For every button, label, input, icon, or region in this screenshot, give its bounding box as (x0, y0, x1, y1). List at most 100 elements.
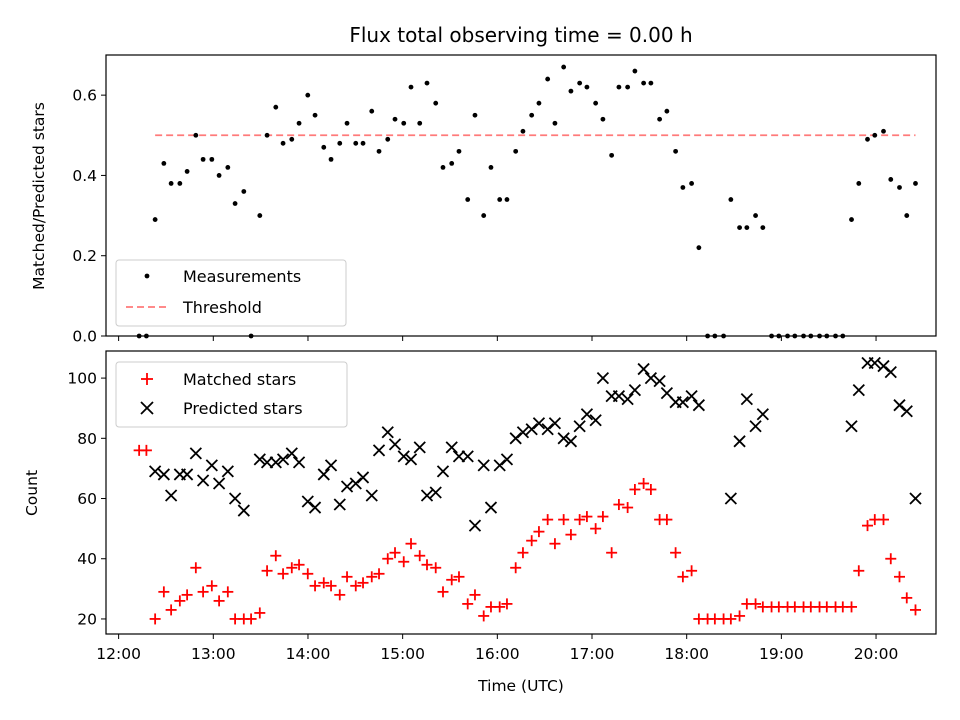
measurement-point-2 (152, 217, 158, 222)
predicted-point-32 (413, 441, 426, 454)
measurement-point-30 (376, 148, 382, 154)
top-y-axis-label: Matched/Predicted stars (30, 102, 48, 290)
measurement-point-54 (568, 88, 574, 94)
matched-point-51 (542, 514, 554, 526)
matched-point-18 (277, 568, 289, 580)
measurement-point-82 (792, 333, 798, 339)
predicted-point-8 (212, 477, 226, 490)
matched-point-97 (909, 604, 921, 616)
measurement-point-81 (785, 333, 790, 339)
top-y-tick-label-1: 0.2 (72, 247, 97, 265)
predicted-point-5 (189, 447, 202, 460)
measurement-point-6 (184, 169, 190, 174)
top-panel: Matched/Predicted stars 0.0 0.2 0.4 0.6 Mea… (30, 54, 937, 346)
bottom-y-tick-label-2: 60 (77, 490, 97, 508)
predicted-point-38 (461, 450, 474, 463)
matched-point-11 (222, 586, 234, 598)
measurement-point-66 (664, 108, 670, 114)
measurement-point-65 (657, 116, 663, 122)
measurement-point-92 (872, 132, 878, 138)
matched-point-35 (414, 550, 426, 562)
matched-point-7 (190, 562, 202, 574)
measurement-point-89 (849, 217, 854, 222)
matched-point-6 (181, 589, 193, 601)
predicted-point-72 (756, 408, 769, 421)
measurement-point-94 (888, 177, 894, 182)
measurement-point-80 (776, 333, 782, 339)
predicted-point-70 (740, 393, 753, 406)
measurement-point-97 (913, 181, 918, 186)
matched-point-89 (846, 601, 858, 613)
matched-point-42 (469, 589, 481, 601)
matched-point-66 (661, 514, 673, 526)
matched-point-67 (670, 547, 682, 559)
predicted-point-29 (388, 438, 402, 451)
bottom-x-ticks: 12:00 13:00 14:00 15:00 16:00 17:00 18:00 19:00… (96, 634, 898, 663)
measurement-point-28 (360, 140, 366, 146)
matched-point-8 (197, 586, 209, 598)
measurement-point-51 (545, 76, 551, 82)
measurement-point-53 (561, 64, 567, 70)
measurement-point-46 (504, 197, 510, 202)
measurement-point-25 (337, 140, 343, 146)
top-legend: Measurements Threshold (115, 259, 347, 327)
measurement-point-21 (305, 92, 311, 98)
measurement-points (136, 64, 918, 339)
predicted-point-66 (685, 390, 698, 403)
measurement-point-19 (289, 136, 295, 142)
bottom-y-tick-label-4: 100 (67, 370, 97, 388)
measurement-point-55 (577, 80, 583, 86)
predicted-point-22 (333, 498, 346, 511)
matched-point-38 (437, 586, 449, 598)
measurement-point-83 (801, 333, 806, 339)
matched-point-25 (334, 589, 346, 601)
measurement-point-76 (744, 225, 750, 231)
measurement-point-13 (241, 189, 247, 194)
predicted-point-43 (500, 453, 514, 466)
matched-point-3 (158, 586, 170, 598)
measurement-point-70 (696, 245, 702, 251)
measurement-point-47 (513, 148, 519, 154)
predicted-point-59 (628, 384, 642, 397)
matched-point-23 (318, 577, 330, 589)
measurement-point-39 (449, 160, 455, 166)
predicted-point-25 (356, 471, 370, 484)
bottom-x-tick-label-3: 15:00 (380, 645, 425, 663)
predicted-point-62 (653, 374, 666, 388)
bottom-y-tick-label-1: 40 (77, 550, 97, 568)
matched-point-55 (574, 514, 586, 526)
predicted-point-54 (589, 414, 602, 427)
matched-point-19 (286, 562, 298, 574)
matched-point-90 (853, 565, 865, 577)
bottom-plot-frame (105, 350, 937, 635)
measurement-point-49 (529, 112, 535, 118)
predicted-point-16 (285, 447, 298, 460)
matched-point-96 (901, 592, 913, 604)
legend-measurements-label: Measurements (183, 267, 301, 286)
predicted-point-6 (196, 474, 210, 487)
legend-matched-label: Matched stars (183, 370, 296, 389)
matched-point-31 (382, 553, 394, 565)
measurement-point-61 (625, 84, 631, 90)
predicted-point-27 (372, 444, 386, 457)
measurement-point-22 (312, 112, 318, 118)
matched-point-30 (373, 568, 385, 580)
matched-point-21 (302, 568, 314, 580)
matched-point-2 (149, 613, 161, 625)
measurement-point-24 (328, 156, 334, 162)
predicted-point-53 (580, 408, 594, 421)
measurement-point-35 (417, 120, 423, 126)
predicted-point-33 (420, 489, 434, 502)
predicted-point-78 (884, 365, 897, 379)
matched-point-64 (645, 483, 657, 495)
predicted-point-15 (276, 453, 290, 466)
measurement-point-90 (856, 181, 862, 186)
bottom-x-tick-label-6: 18:00 (664, 645, 709, 663)
measurement-point-69 (689, 181, 694, 186)
measurement-point-50 (536, 100, 542, 106)
bottom-x-tick-label-0: 12:00 (96, 645, 141, 663)
measurement-point-41 (465, 197, 471, 202)
predicted-point-36 (445, 441, 458, 454)
measurement-point-86 (824, 333, 830, 339)
